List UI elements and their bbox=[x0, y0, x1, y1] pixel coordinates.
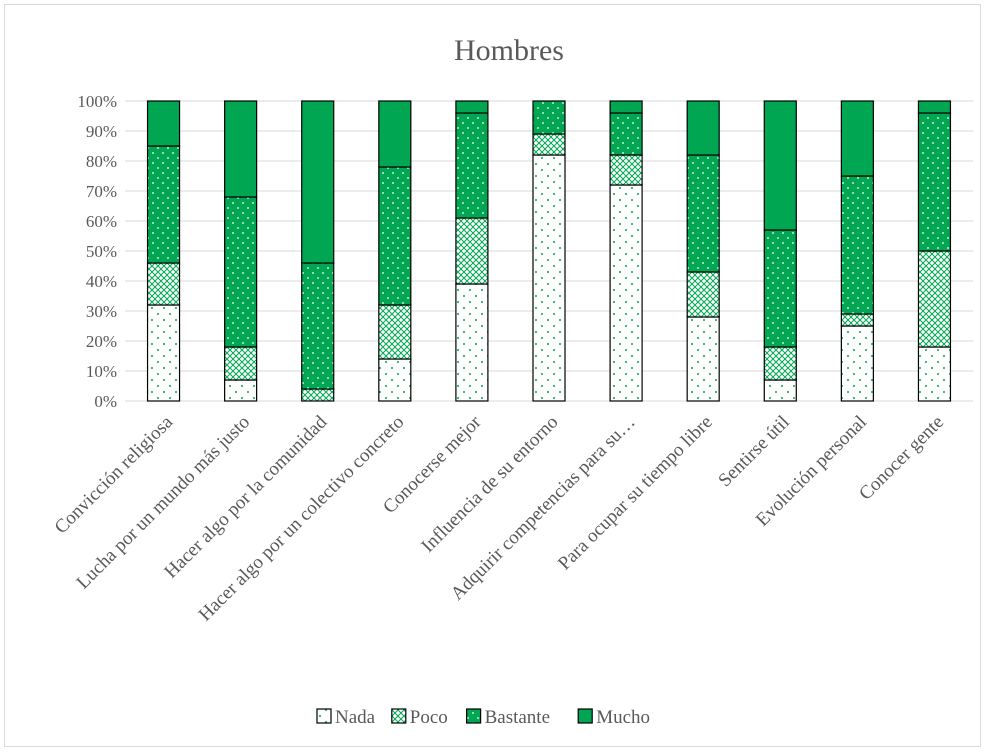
stacked-bar-chart: Hombres 0% 10% 20% 30% 40% 50% 60% 70% 80% 90% 100… bbox=[51, 34, 973, 728]
x-tick-label-para-ocupar-su-tiempo-libre: Para ocupar su tiempo libre bbox=[554, 412, 717, 575]
bars bbox=[146, 100, 952, 402]
bar-mucho-sentirse-util bbox=[763, 100, 797, 231]
bar-bastante-conocerse-mejor bbox=[455, 112, 489, 219]
bar-nada-sentirse-util bbox=[763, 379, 797, 402]
bar-mucho-conocerse-mejor bbox=[455, 100, 489, 114]
x-tick-label-hacer-algo-por-la-comunidad: Hacer algo por la comunidad bbox=[160, 411, 331, 582]
bar-bastante-hacer-algo-por-un-colectivo-concreto bbox=[378, 166, 412, 306]
bar-nada-conocer-gente bbox=[917, 346, 952, 402]
bar-poco-sentirse-util bbox=[763, 346, 797, 381]
y-tick-label: 80% bbox=[86, 152, 117, 171]
bar-bastante-conocer-gente bbox=[917, 112, 952, 252]
bar-poco-conviccion-religiosa bbox=[146, 262, 181, 306]
y-tick-label: 0% bbox=[94, 392, 117, 411]
legend: Nada Poco Bastante Mucho bbox=[316, 707, 650, 728]
bar-poco-para-ocupar-su-tiempo-libre bbox=[686, 271, 720, 318]
legend-label-poco: Poco bbox=[410, 707, 448, 728]
legend-swatch-mucho bbox=[577, 708, 593, 724]
bar-poco-conocer-gente bbox=[917, 250, 952, 348]
y-tick-label: 50% bbox=[86, 242, 117, 261]
y-tick-label: 30% bbox=[86, 302, 117, 321]
y-tick-label: 90% bbox=[86, 122, 117, 141]
bar-mucho-conviccion-religiosa bbox=[146, 100, 181, 147]
x-tick-label-sentirse-util: Sentirse útil bbox=[714, 412, 793, 491]
bar-nada-lucha-por-un-mundo-mas-justo bbox=[224, 379, 258, 402]
legend-label-bastante: Bastante bbox=[485, 707, 550, 728]
bar-poco-hacer-algo-por-la-comunidad bbox=[301, 388, 335, 402]
bar-mucho-conocer-gente bbox=[917, 100, 952, 114]
bar-mucho-adquirir-competencias-para-su bbox=[609, 100, 643, 114]
legend-label-nada: Nada bbox=[335, 707, 376, 728]
bar-poco-evolucion-personal bbox=[840, 313, 874, 327]
bar-bastante-sentirse-util bbox=[763, 229, 797, 348]
x-tick-label-influencia-de-su-entorno: Influencia de su entorno bbox=[417, 412, 562, 557]
y-tick-label: 40% bbox=[86, 272, 117, 291]
bar-nada-influencia-de-su-entorno bbox=[532, 154, 566, 402]
bar-bastante-lucha-por-un-mundo-mas-justo bbox=[224, 196, 258, 348]
bar-nada-adquirir-competencias-para-su bbox=[609, 184, 643, 402]
bar-bastante-hacer-algo-por-la-comunidad bbox=[301, 262, 335, 390]
bar-bastante-influencia-de-su-entorno bbox=[532, 100, 566, 135]
bar-bastante-conviccion-religiosa bbox=[146, 145, 181, 264]
legend-swatch-bastante bbox=[466, 708, 482, 724]
y-tick-label: 10% bbox=[86, 362, 117, 381]
bar-nada-evolucion-personal bbox=[840, 325, 874, 402]
y-axis: 0% 10% 20% 30% 40% 50% 60% 70% 80% 90% 100% bbox=[77, 92, 117, 411]
y-tick-label: 60% bbox=[86, 212, 117, 231]
bar-bastante-para-ocupar-su-tiempo-libre bbox=[686, 154, 720, 273]
y-tick-label: 20% bbox=[86, 332, 117, 351]
bar-mucho-hacer-algo-por-un-colectivo-concreto bbox=[378, 100, 412, 168]
bar-nada-hacer-algo-por-un-colectivo-concreto bbox=[378, 358, 412, 402]
bar-poco-adquirir-competencias-para-su bbox=[609, 154, 643, 186]
bar-mucho-evolucion-personal bbox=[840, 100, 874, 177]
bar-poco-hacer-algo-por-un-colectivo-concreto bbox=[378, 304, 412, 360]
bar-nada-conocerse-mejor bbox=[455, 283, 489, 402]
bar-mucho-hacer-algo-por-la-comunidad bbox=[301, 100, 335, 264]
bar-bastante-evolucion-personal bbox=[840, 175, 874, 315]
bar-mucho-lucha-por-un-mundo-mas-justo bbox=[224, 100, 258, 198]
bar-nada-para-ocupar-su-tiempo-libre bbox=[686, 316, 720, 402]
bar-poco-influencia-de-su-entorno bbox=[532, 133, 566, 156]
legend-swatch-poco bbox=[391, 708, 407, 724]
chart-title: Hombres bbox=[454, 34, 564, 67]
legend-label-mucho: Mucho bbox=[596, 707, 650, 728]
y-tick-label: 70% bbox=[86, 182, 117, 201]
bar-poco-conocerse-mejor bbox=[455, 217, 489, 285]
bar-poco-lucha-por-un-mundo-mas-justo bbox=[224, 346, 258, 381]
y-tick-label: 100% bbox=[77, 92, 117, 111]
bar-nada-conviccion-religiosa bbox=[146, 304, 181, 402]
legend-swatch-nada bbox=[316, 708, 332, 724]
bar-mucho-para-ocupar-su-tiempo-libre bbox=[686, 100, 720, 156]
chart-area: Hombres 0% 10% 20% 30% 40% 50% 60% 70% 80% 90% 100… bbox=[4, 4, 981, 747]
bar-bastante-adquirir-competencias-para-su bbox=[609, 112, 643, 156]
